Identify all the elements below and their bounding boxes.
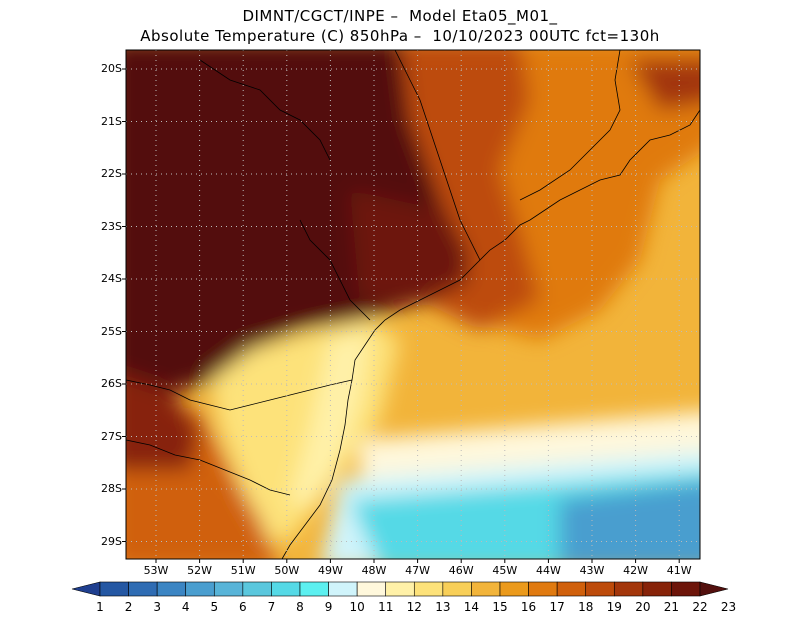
colorbar-swatch xyxy=(442,581,472,597)
colorbar-swatch xyxy=(642,581,672,597)
colorbar-swatch xyxy=(356,581,387,597)
chart-title-line1: DIMNT/CGCT/INPE – Model Eta05_M01_ xyxy=(242,7,558,25)
colorbar xyxy=(71,581,729,597)
colorbar-label: 4 xyxy=(181,600,190,614)
colorbar-label: 15 xyxy=(492,600,508,614)
coastline xyxy=(281,109,700,559)
colorbar-swatch xyxy=(613,581,644,597)
colorbar-swatch xyxy=(671,581,701,597)
lat-tick-label: 29S xyxy=(101,534,122,548)
colorbar-label: 20 xyxy=(635,600,651,614)
colorbar-label: 19 xyxy=(606,600,622,614)
lon-tick-label: 47W xyxy=(405,564,431,577)
colorbar-label: 21 xyxy=(663,600,680,614)
lon-tick-label: 43W xyxy=(579,564,605,577)
colorbar-swatch xyxy=(528,581,558,597)
colorbar-swatch xyxy=(499,581,529,597)
colorbar-swatch xyxy=(556,581,587,597)
colorbar-label: 14 xyxy=(463,600,480,614)
state-border-1 xyxy=(394,50,481,261)
colorbar-label: 2 xyxy=(124,600,133,614)
colorbar-swatch xyxy=(385,581,415,597)
colorbar-swatch xyxy=(156,581,187,597)
graticule xyxy=(126,50,700,559)
field-zone-hot xyxy=(126,50,470,400)
field-zone-bluecyan xyxy=(560,482,700,559)
colorbar-label: 8 xyxy=(296,600,304,614)
colorbar-swatch xyxy=(185,581,215,597)
lon-tick-label: 53W xyxy=(143,564,169,577)
state-border-3 xyxy=(126,379,353,411)
lat-tick-label: 25S xyxy=(101,324,122,338)
colorbar-swatch xyxy=(585,581,615,597)
lon-tick-label: 44W xyxy=(535,564,561,577)
state-border-4 xyxy=(126,439,291,496)
colorbar-swatch xyxy=(413,581,444,597)
colorbar-label: 10 xyxy=(349,600,365,614)
state-border-5 xyxy=(299,219,371,321)
lat-tick-label: 24S xyxy=(101,272,122,285)
chart-title-line2: Absolute Temperature (C) 850hPa – 10/10/… xyxy=(140,27,660,45)
lon-tick-label: 45W xyxy=(492,564,518,577)
lat-tick-label: 20S xyxy=(101,62,122,75)
colorbar-label: 23 xyxy=(720,600,737,614)
colorbar-swatch xyxy=(128,581,158,597)
colorbar-swatch xyxy=(213,581,244,597)
colorbar-label: 18 xyxy=(578,600,594,614)
lon-tick-label: 46W xyxy=(448,564,474,577)
lat-tick-label: 27S xyxy=(101,429,122,443)
field-zone-hot-edge xyxy=(350,190,470,305)
lon-tick-label: 50W xyxy=(274,564,300,577)
colorbar-label: 12 xyxy=(406,600,422,614)
colorbar-label: 17 xyxy=(549,600,565,614)
colorbar-label: 3 xyxy=(153,600,161,614)
lat-tick-label: 26S xyxy=(101,377,122,390)
state-border-6 xyxy=(199,59,331,161)
lat-tick-label: 22S xyxy=(101,167,122,180)
lat-tick-label: 23S xyxy=(101,219,122,233)
lon-tick-label: 41W xyxy=(666,564,692,577)
field-zone-sw-brown xyxy=(126,375,200,470)
colorbar-swatch xyxy=(299,581,329,597)
colorbar-swatch xyxy=(471,581,501,597)
colorbar-arrow-low xyxy=(71,581,101,597)
colorbar-arrow-high xyxy=(699,581,729,597)
lon-tick-label: 52W xyxy=(187,564,213,577)
colorbar-label: 16 xyxy=(520,600,537,614)
colorbar-swatch xyxy=(271,581,301,597)
colorbar-label: 22 xyxy=(692,600,708,614)
colorbar-label: 11 xyxy=(378,600,394,614)
colorbar-label: 13 xyxy=(435,600,451,614)
colorbar-label: 9 xyxy=(324,600,333,614)
lon-tick-label: 42W xyxy=(623,564,649,577)
state-border-2 xyxy=(519,50,621,201)
lon-tick-label: 48W xyxy=(361,564,387,577)
colorbar-label: 5 xyxy=(210,600,219,614)
lat-tick-label: 21S xyxy=(101,114,122,128)
colorbar-label: 7 xyxy=(267,600,276,614)
colorbar-swatch xyxy=(99,581,129,597)
field-zone-ne-brown xyxy=(630,60,700,110)
map-frame xyxy=(125,49,701,560)
colorbar-label: 1 xyxy=(96,600,104,614)
lon-tick-label: 49W xyxy=(317,564,343,577)
lat-tick-label: 28S xyxy=(101,482,122,495)
colorbar-swatch xyxy=(242,581,272,597)
axis-ticks xyxy=(122,68,680,563)
colorbar-label: 6 xyxy=(239,600,247,614)
lon-tick-label: 51W xyxy=(230,564,256,577)
colorbar-swatch xyxy=(328,581,358,597)
